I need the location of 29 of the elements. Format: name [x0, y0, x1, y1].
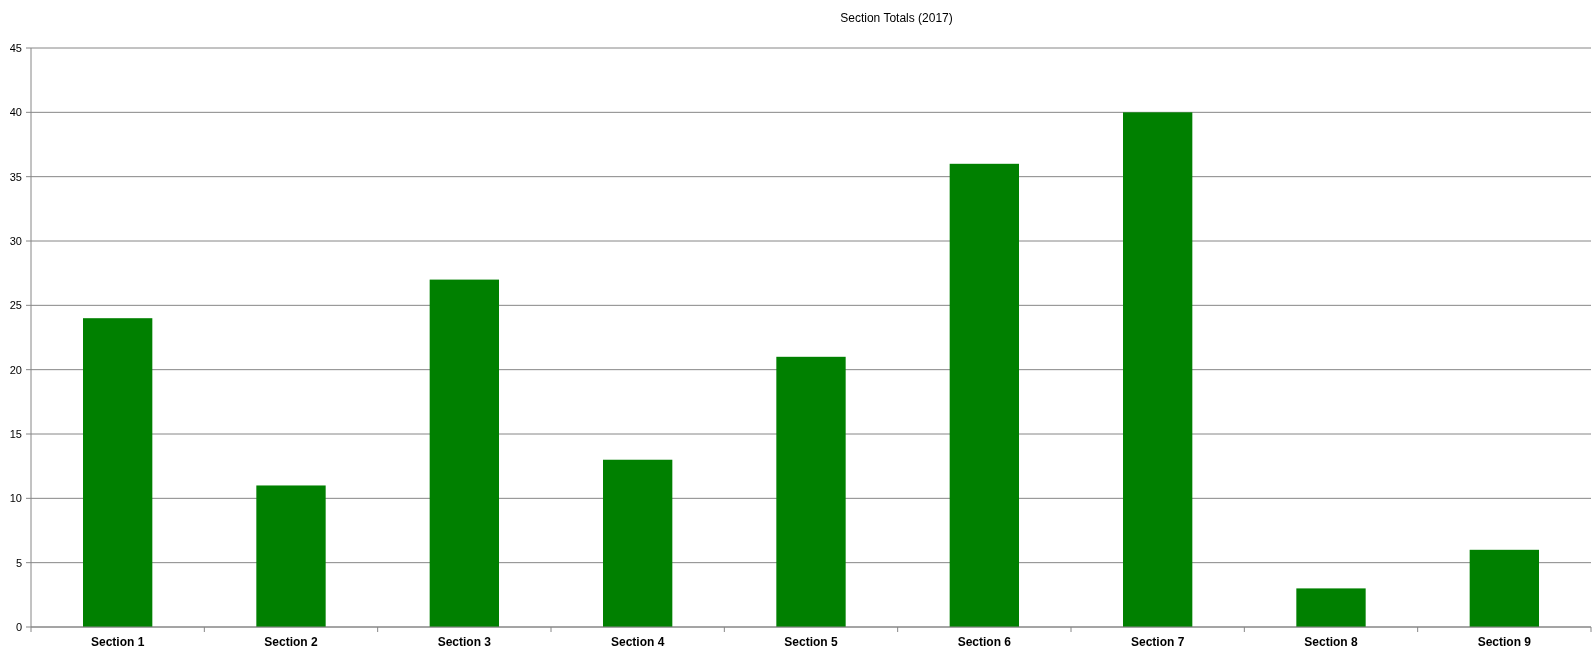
x-tick-label: Section 5: [784, 635, 838, 649]
bar: [83, 318, 153, 627]
x-tick-label: Section 9: [1477, 635, 1532, 649]
bar: [603, 459, 673, 627]
x-tick-label: Section 4: [610, 635, 665, 649]
x-tick-label: Section 1: [90, 635, 145, 649]
bar: [949, 163, 1019, 627]
bar: [1296, 588, 1366, 627]
y-tick-label: 15: [9, 427, 22, 440]
y-tick-label: 25: [9, 299, 22, 312]
x-tick-label: Section 7: [1130, 635, 1185, 649]
bar: [1469, 549, 1539, 627]
x-tick-label: Section 3: [437, 635, 492, 649]
y-tick-label: 0: [15, 620, 22, 633]
x-tick-label: Section 6: [957, 635, 1012, 649]
x-tick-label: Section 8: [1304, 635, 1358, 649]
bar: [429, 279, 499, 627]
y-tick-label: 5: [15, 556, 22, 569]
y-tick-label: 30: [9, 234, 22, 247]
y-tick-label: 20: [9, 363, 22, 376]
bar: [256, 485, 326, 627]
x-tick-label: Section 2: [264, 635, 318, 649]
y-tick-label: 40: [9, 106, 22, 119]
y-tick-label: 45: [9, 41, 22, 54]
y-tick-label: 35: [9, 170, 22, 183]
bar: [1123, 112, 1193, 627]
chart-title: Section Totals (2017): [840, 11, 953, 25]
y-tick-label: 10: [9, 492, 22, 505]
bar: [776, 356, 846, 627]
